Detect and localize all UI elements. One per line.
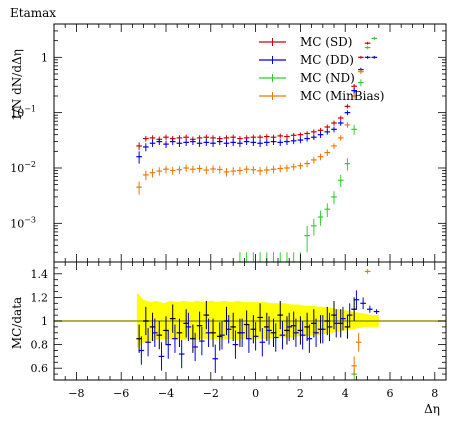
ratio-y-tick-label: 1 xyxy=(41,315,48,328)
x-tick-label: 2 xyxy=(297,387,304,400)
x-tick-label: 4 xyxy=(342,387,349,400)
main-plot-series xyxy=(136,36,378,263)
x-tick-label: −8 xyxy=(68,387,84,400)
main-y-tick-label: 10−3 xyxy=(10,215,36,230)
legend-item: MC (MinBias) xyxy=(259,89,384,103)
series-mc-dd xyxy=(136,55,378,164)
x-tick-label: 0 xyxy=(252,387,259,400)
chart-title: Etamax xyxy=(10,6,56,20)
x-tick-label: −6 xyxy=(113,387,129,400)
ratio-y-tick-label: 0.6 xyxy=(31,362,49,375)
main-y-tick-label: 10−1 xyxy=(10,105,36,120)
ratio-y-tick-label: 1.4 xyxy=(31,268,49,281)
legend-label: MC (ND) xyxy=(300,71,355,85)
series-mc-sd xyxy=(136,41,371,151)
plot-frames xyxy=(53,23,447,381)
legend: MC (SD) MC (DD) MC (ND) MC (MinBias) xyxy=(259,35,384,103)
main-y-axis-label: 1/N dN/dΔη xyxy=(10,49,24,121)
legend-item: MC (SD) xyxy=(259,35,353,49)
axis-tick-labels: −8 −6 −4 −2 0 2 4 6 8 10−3 10−2 10−1 1 0.6 0.8 1 1.2 1.4 xyxy=(10,51,438,400)
legend-label: MC (DD) xyxy=(300,53,354,67)
ratio-plot-series xyxy=(136,269,380,380)
legend-label: MC (SD) xyxy=(300,35,353,49)
ratio-y-tick-label: 0.8 xyxy=(31,339,49,352)
ratio-y-axis-label: MC/data xyxy=(10,297,24,349)
series-mc-minbias xyxy=(351,269,371,376)
series-mc-minbias xyxy=(136,69,364,195)
main-y-tick-label: 1 xyxy=(41,51,48,64)
x-tick-label: −4 xyxy=(158,387,174,400)
legend-item: MC (ND) xyxy=(259,71,355,85)
x-tick-label: 6 xyxy=(387,387,394,400)
x-axis-label: Δη xyxy=(424,402,440,416)
ratio-y-tick-label: 1.2 xyxy=(31,291,49,304)
x-tick-label: −2 xyxy=(203,387,219,400)
legend-item: MC (DD) xyxy=(259,53,354,67)
ratio-plot-frame xyxy=(53,261,447,381)
main-plot-frame xyxy=(53,23,447,263)
main-y-tick-label: 10−2 xyxy=(10,160,36,175)
series-mc-dd xyxy=(138,290,380,373)
legend-label: MC (MinBias) xyxy=(300,89,384,103)
x-tick-label: 8 xyxy=(431,387,438,400)
